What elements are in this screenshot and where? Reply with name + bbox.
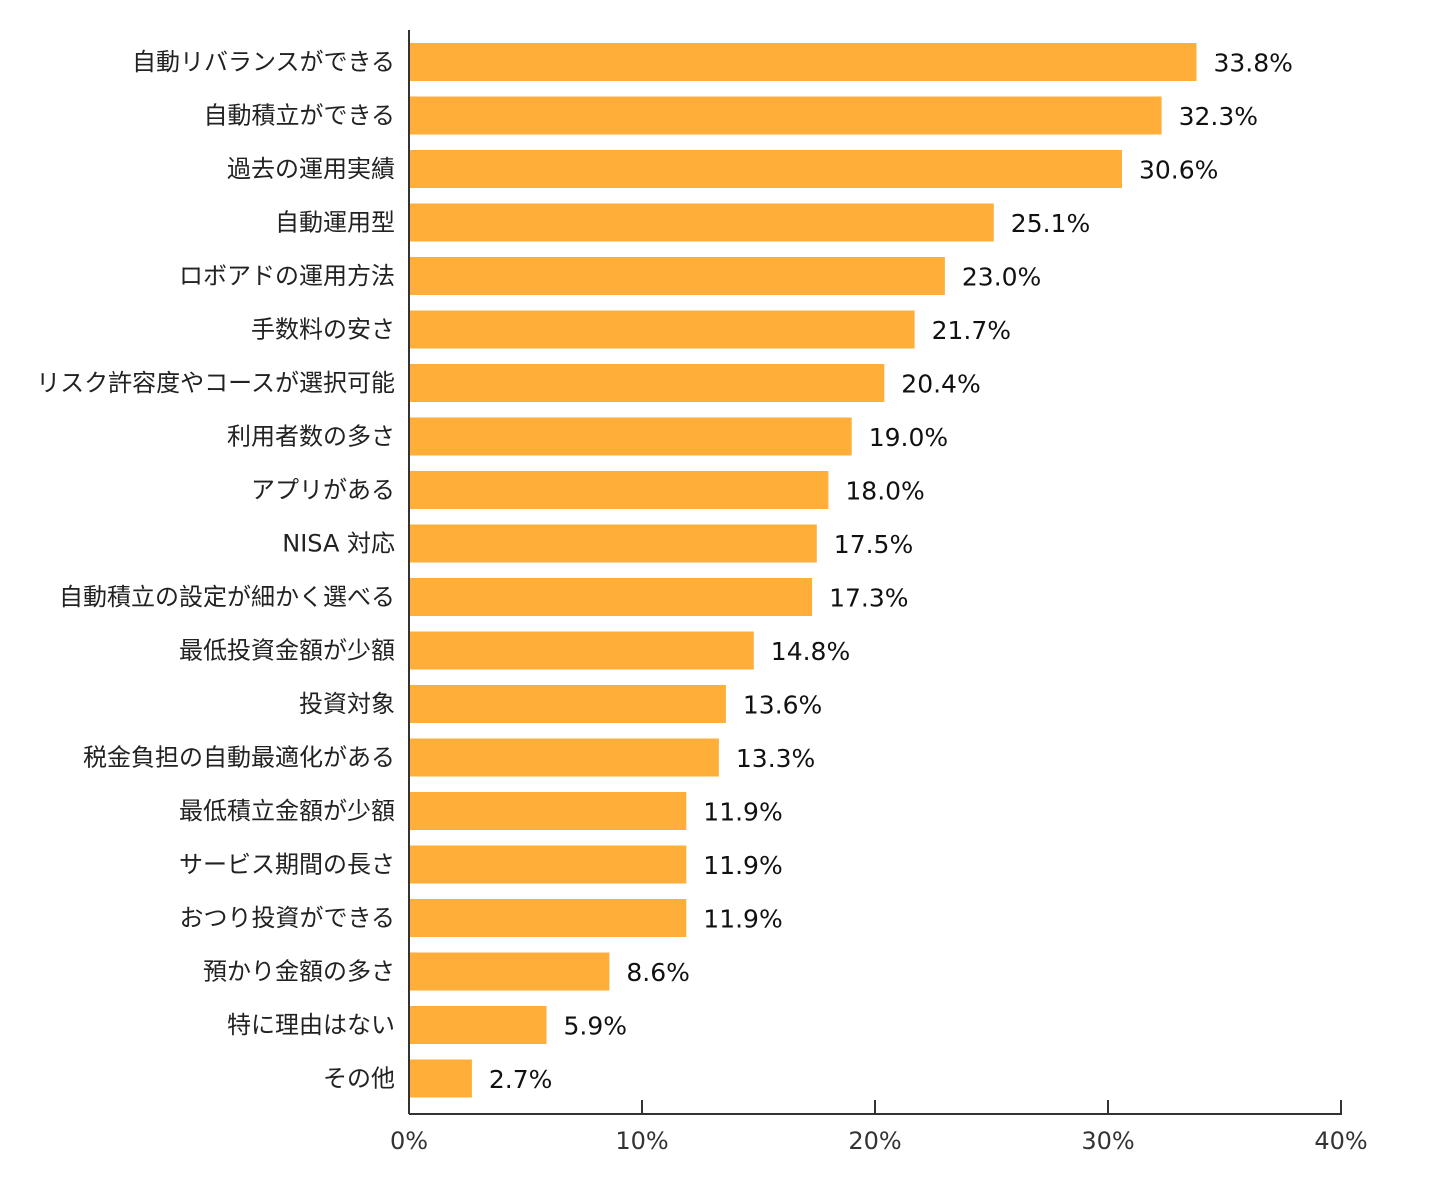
value-label: 21.7% <box>932 316 1011 345</box>
bar <box>409 150 1122 188</box>
category-label: その他 <box>323 1065 395 1093</box>
bar <box>409 685 726 723</box>
value-label: 14.8% <box>771 637 850 666</box>
value-label: 32.3% <box>1179 102 1258 131</box>
bar <box>409 1006 547 1044</box>
value-label: 17.5% <box>834 530 913 559</box>
value-label: 5.9% <box>564 1012 628 1041</box>
bar <box>409 845 687 884</box>
value-label: 33.8% <box>1214 49 1293 78</box>
category-label: NISA 対応 <box>282 530 395 558</box>
bar <box>409 96 1162 135</box>
category-label: 自動積立の設定が細かく選べる <box>59 583 395 611</box>
bar <box>409 203 994 242</box>
bar <box>409 364 885 402</box>
category-label: 手数料の安さ <box>251 316 395 344</box>
x-tick-label: 0% <box>390 1127 428 1155</box>
bar <box>409 792 687 830</box>
value-label: 20.4% <box>901 370 980 399</box>
bar <box>409 471 829 509</box>
bar <box>409 578 813 616</box>
category-label: 自動運用型 <box>275 209 395 237</box>
bar <box>409 631 754 670</box>
value-label: 13.3% <box>736 744 815 773</box>
bar <box>409 257 945 295</box>
category-label: おつり投資ができる <box>179 904 395 932</box>
x-tick-label: 20% <box>848 1127 901 1155</box>
bar <box>409 1059 472 1098</box>
value-label: 2.7% <box>489 1065 553 1094</box>
value-label: 23.0% <box>962 263 1041 292</box>
bar <box>409 43 1197 81</box>
value-label: 19.0% <box>869 423 948 452</box>
value-label: 11.9% <box>703 798 782 827</box>
bar <box>409 738 719 777</box>
category-label: 最低投資金額が少額 <box>179 637 395 665</box>
value-label: 13.6% <box>743 691 822 720</box>
x-tick-label: 40% <box>1314 1127 1367 1155</box>
category-label: 自動積立ができる <box>203 102 395 130</box>
bar <box>409 417 852 456</box>
category-label: 最低積立金額が少額 <box>179 797 395 825</box>
x-tick-label: 10% <box>615 1127 668 1155</box>
category-label: ロボアドの運用方法 <box>179 262 395 290</box>
bar <box>409 310 915 349</box>
x-tick-label: 30% <box>1081 1127 1134 1155</box>
bar <box>409 952 610 991</box>
category-label: サービス期間の長さ <box>179 851 395 879</box>
category-label: 税金負担の自動最適化がある <box>83 744 395 772</box>
value-label: 11.9% <box>703 851 782 880</box>
bar <box>409 899 687 937</box>
value-label: 18.0% <box>845 477 924 506</box>
category-label: リスク許容度やコースが選択可能 <box>36 369 395 397</box>
category-label: 預かり金額の多さ <box>203 958 395 986</box>
value-label: 11.9% <box>703 905 782 934</box>
category-label: 特に理由はない <box>227 1011 395 1039</box>
value-label: 8.6% <box>626 958 690 987</box>
value-label: 17.3% <box>829 584 908 613</box>
category-label: アプリがある <box>251 476 395 504</box>
value-label: 30.6% <box>1139 156 1218 185</box>
value-label: 25.1% <box>1011 209 1090 238</box>
bar <box>409 524 817 563</box>
category-label: 過去の運用実績 <box>227 155 395 183</box>
category-label: 投資対象 <box>299 690 395 718</box>
category-label: 利用者数の多さ <box>227 423 395 451</box>
category-label: 自動リバランスができる <box>132 48 395 76</box>
